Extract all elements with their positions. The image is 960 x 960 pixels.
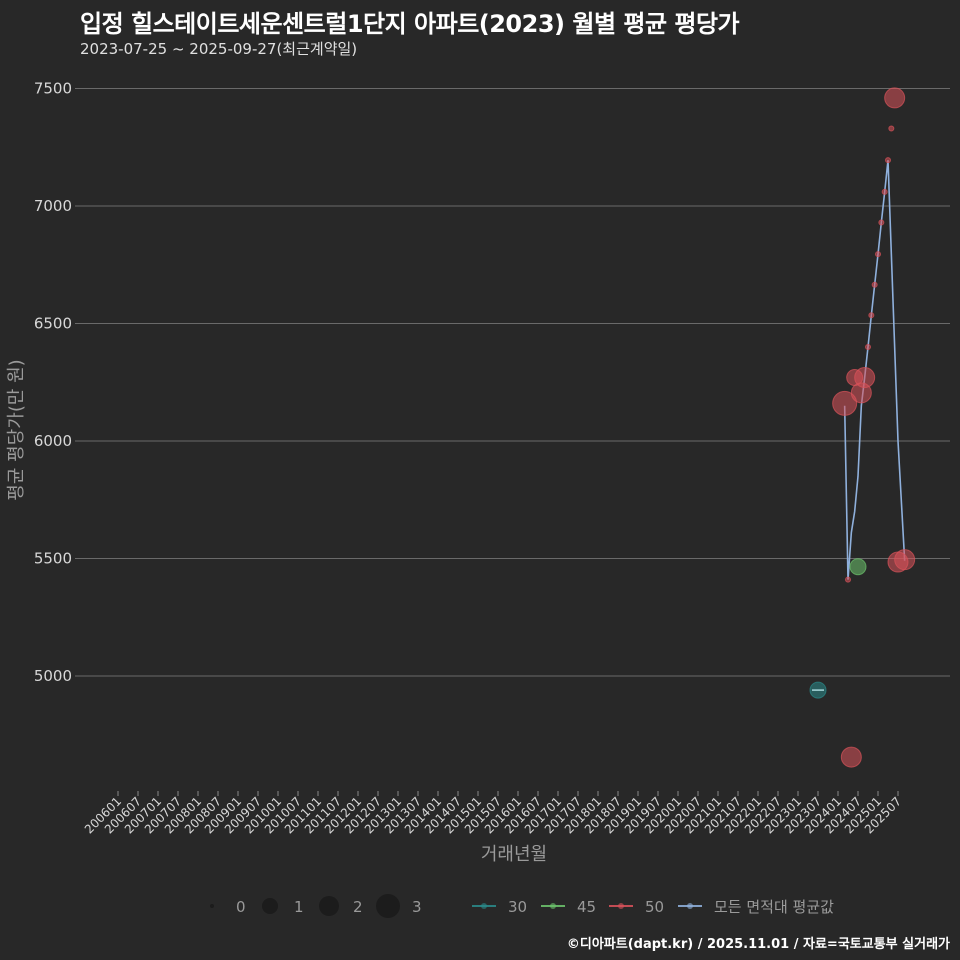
data-points (809, 87, 916, 768)
data-point-50 (868, 312, 875, 319)
data-point-50 (871, 281, 878, 288)
legend-color-label: 모든 면적대 평균값 (714, 898, 834, 916)
legend-size-swatch (319, 896, 339, 916)
data-point-50 (881, 188, 888, 195)
legend-size-swatch (262, 898, 278, 914)
y-tick-label: 6000 (34, 432, 72, 450)
legend-size-label: 3 (412, 898, 422, 916)
average-line (843, 160, 906, 580)
y-tick-label: 7500 (34, 80, 72, 98)
data-point-50 (854, 367, 876, 389)
legend-color-label: 30 (508, 898, 527, 916)
legend-color-label: 45 (577, 898, 596, 916)
y-tick-label: 5500 (34, 550, 72, 568)
x-axis-title: 거래년월 (481, 844, 547, 865)
y-axis: 5000 5500 6000 6500 7000 7500 (34, 80, 80, 685)
legend-size-label: 0 (236, 898, 246, 916)
footer-credit: ©디아파트(dapt.kr) / 2025.11.01 / 자료=국토교통부 실… (566, 937, 950, 952)
data-point-45 (849, 558, 867, 576)
data-point-50 (888, 125, 895, 132)
data-point-50 (845, 576, 851, 583)
legend-size-swatch (210, 904, 214, 908)
data-point-50 (832, 390, 858, 416)
data-point-50 (865, 344, 871, 350)
data-point-50 (884, 87, 906, 109)
grid-lines (80, 88, 950, 677)
y-tick-label: 6500 (34, 315, 72, 333)
x-axis: 2006012006072007012007072008012008072009… (82, 791, 904, 837)
y-tick-label: 7000 (34, 197, 72, 215)
legend-color-label: 50 (645, 898, 664, 916)
y-axis-title: 평균 평당가(만 원) (6, 359, 27, 500)
legend-size-label: 2 (353, 898, 363, 916)
legend-size-swatch (376, 894, 400, 918)
data-point-50 (878, 219, 885, 226)
data-point-50 (894, 549, 916, 571)
chart-subtitle: 2023-07-25 ~ 2025-09-27(최근계약일) (80, 40, 358, 58)
data-point-50 (885, 157, 891, 164)
data-point-50 (875, 251, 881, 258)
data-point-50 (840, 746, 862, 768)
legend: 0 1 2 3 30 45 50 모든 면적대 평균값 (210, 894, 834, 918)
legend-size-label: 1 (294, 898, 304, 916)
y-tick-label: 5000 (34, 667, 72, 685)
chart-title: 입정 힐스테이트세운센트럴1단지 아파트(2023) 월별 평균 평당가 (80, 10, 740, 38)
